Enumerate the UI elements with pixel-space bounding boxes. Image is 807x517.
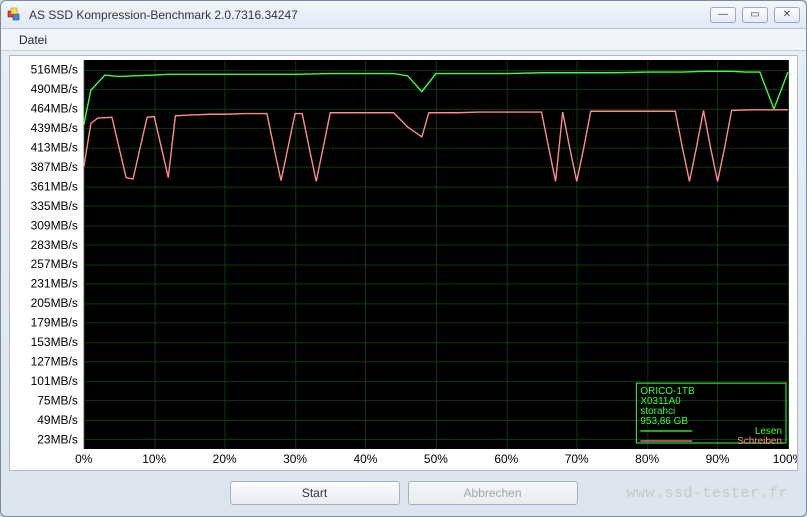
- svg-text:516MB/s: 516MB/s: [31, 63, 78, 77]
- svg-text:23MB/s: 23MB/s: [37, 432, 78, 446]
- svg-text:335MB/s: 335MB/s: [31, 199, 78, 213]
- svg-text:179MB/s: 179MB/s: [31, 316, 78, 330]
- svg-text:0%: 0%: [75, 452, 93, 466]
- app-icon: [7, 7, 23, 23]
- benchmark-chart: 516MB/s 490MB/s 464MB/s 439MB/s 413MB/s 387MB…: [10, 56, 797, 469]
- chart-panel: 516MB/s 490MB/s 464MB/s 439MB/s 413MB/s 387MB…: [9, 55, 798, 471]
- svg-text:Schreiben: Schreiben: [737, 436, 782, 447]
- svg-text:40%: 40%: [354, 452, 378, 466]
- titlebar[interactable]: AS SSD Kompression-Benchmark 2.0.7316.34…: [1, 1, 806, 29]
- svg-text:60%: 60%: [494, 452, 518, 466]
- maximize-button[interactable]: ▭: [742, 7, 768, 23]
- svg-text:20%: 20%: [213, 452, 237, 466]
- svg-text:10%: 10%: [142, 452, 166, 466]
- svg-text:953,86 GB: 953,86 GB: [640, 416, 688, 427]
- menubar: Datei: [1, 29, 806, 51]
- svg-text:283MB/s: 283MB/s: [31, 238, 78, 252]
- app-window: AS SSD Kompression-Benchmark 2.0.7316.34…: [0, 0, 807, 517]
- svg-text:309MB/s: 309MB/s: [31, 218, 78, 232]
- svg-text:75MB/s: 75MB/s: [37, 393, 78, 407]
- svg-text:464MB/s: 464MB/s: [31, 102, 78, 116]
- svg-text:490MB/s: 490MB/s: [31, 82, 78, 96]
- maximize-icon: ▭: [750, 9, 759, 20]
- svg-text:90%: 90%: [706, 452, 730, 466]
- close-button[interactable]: ✕: [774, 7, 800, 23]
- window-title: AS SSD Kompression-Benchmark 2.0.7316.34…: [29, 8, 710, 22]
- svg-text:231MB/s: 231MB/s: [31, 277, 78, 291]
- button-row: Start Abbrechen: [9, 478, 798, 508]
- svg-text:100%: 100%: [773, 452, 797, 466]
- minimize-button[interactable]: —: [710, 7, 736, 23]
- menu-datei[interactable]: Datei: [11, 31, 55, 49]
- svg-text:30%: 30%: [283, 452, 307, 466]
- close-icon: ✕: [783, 9, 791, 20]
- svg-text:50%: 50%: [424, 452, 448, 466]
- start-button[interactable]: Start: [230, 481, 400, 505]
- svg-text:413MB/s: 413MB/s: [31, 141, 78, 155]
- svg-text:361MB/s: 361MB/s: [31, 179, 78, 193]
- svg-text:205MB/s: 205MB/s: [31, 296, 78, 310]
- svg-text:70%: 70%: [565, 452, 589, 466]
- svg-text:80%: 80%: [635, 452, 659, 466]
- svg-text:127MB/s: 127MB/s: [31, 354, 78, 368]
- svg-text:153MB/s: 153MB/s: [31, 335, 78, 349]
- minimize-icon: —: [718, 9, 728, 20]
- svg-text:439MB/s: 439MB/s: [31, 121, 78, 135]
- svg-text:49MB/s: 49MB/s: [37, 413, 78, 427]
- svg-text:387MB/s: 387MB/s: [31, 160, 78, 174]
- abort-button[interactable]: Abbrechen: [408, 481, 578, 505]
- window-controls: — ▭ ✕: [710, 7, 800, 23]
- svg-text:257MB/s: 257MB/s: [31, 257, 78, 271]
- svg-text:101MB/s: 101MB/s: [31, 374, 78, 388]
